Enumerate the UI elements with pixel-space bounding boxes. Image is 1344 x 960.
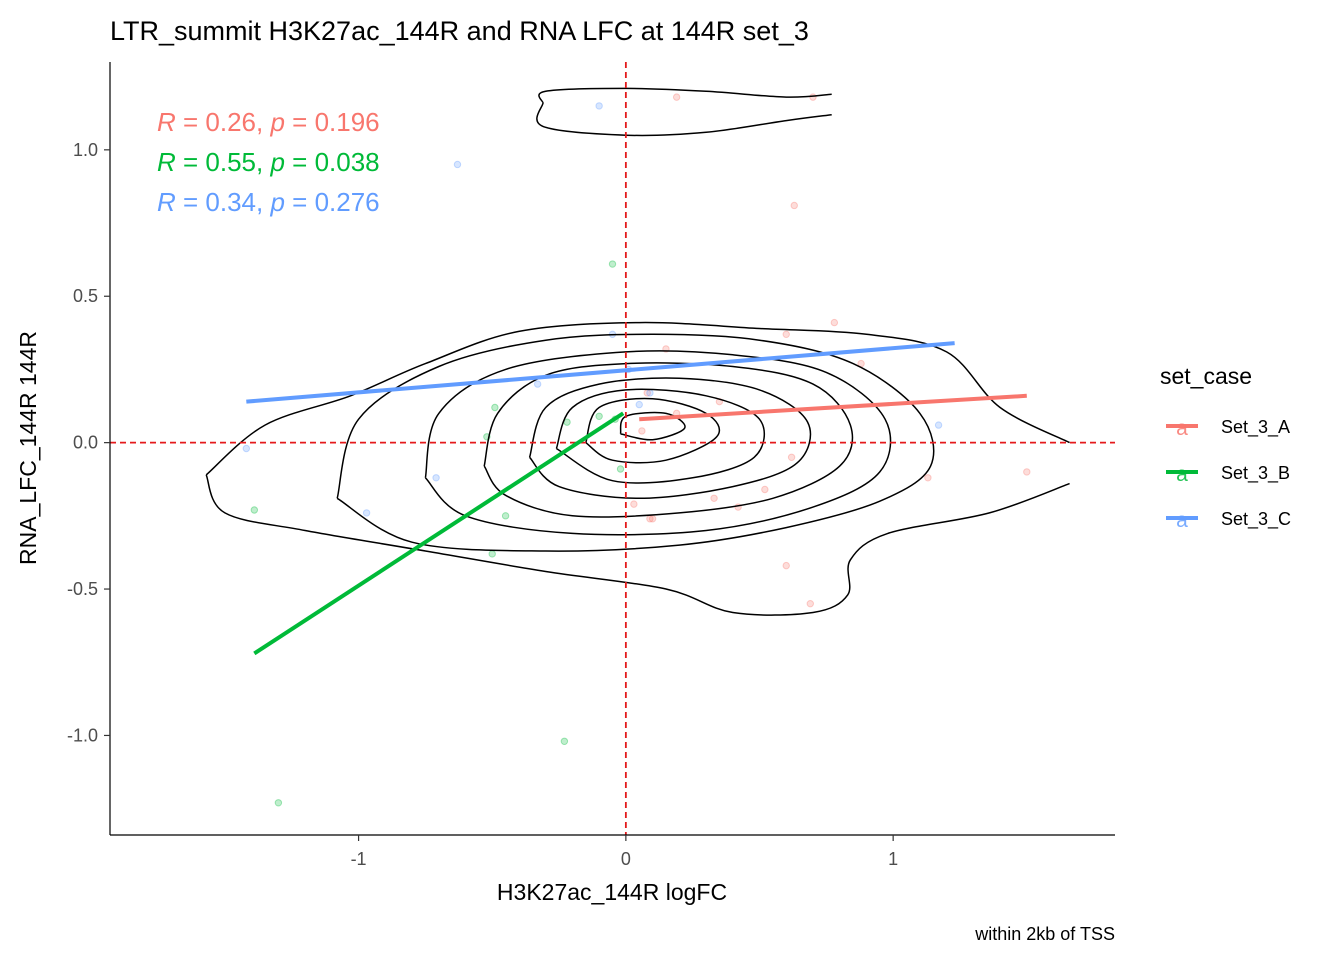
point-set-3-a-13 xyxy=(1023,468,1031,476)
point-set-3-a-4 xyxy=(782,330,790,339)
legend-label: Set_3_B xyxy=(1221,463,1290,484)
legend: set_case a Set_3_Aa Set_3_Ba Set_3_C xyxy=(1160,363,1291,532)
density-contour-6 xyxy=(483,362,854,518)
point-set-3-a-11 xyxy=(787,453,796,461)
point-set-3-b-7 xyxy=(501,512,510,520)
x-tick-label: -1 xyxy=(351,849,367,869)
fit-line-set-3-a xyxy=(639,393,1027,422)
y-tick-label: 0.5 xyxy=(73,286,98,306)
point-set-3-b-0 xyxy=(608,260,617,268)
annotation-r-symbol: R xyxy=(157,187,176,217)
fit-line-set-3-c xyxy=(246,341,955,404)
density-contour-5 xyxy=(424,350,892,536)
density-contour-0 xyxy=(205,321,1070,476)
axis-ticks: -1 0 1 -1.0 -0.5 0.0 0.5 1.0 xyxy=(67,140,898,869)
y-tick-label: -1.0 xyxy=(67,725,98,745)
point-set-3-a-3 xyxy=(830,318,839,327)
y-tick-label: 1.0 xyxy=(73,140,98,160)
x-tick-label: 1 xyxy=(888,849,898,869)
chart-caption: within 2kb of TSS xyxy=(974,924,1115,944)
y-tick-label: 0.0 xyxy=(73,433,98,453)
annotation-p-symbol: p xyxy=(269,147,284,177)
annotation-r-symbol: R xyxy=(157,147,176,177)
correlation-annotation-2: R = 0.34, p = 0.276 xyxy=(157,187,380,217)
point-set-3-c-10 xyxy=(242,444,251,453)
density-contour-8 xyxy=(555,388,766,484)
legend-entry-set-3-b: a Set_3_B xyxy=(1166,463,1290,486)
annotation-r-text: = 0.26, xyxy=(176,107,271,137)
density-contour-2 xyxy=(538,87,832,104)
point-set-3-a-14 xyxy=(761,485,769,494)
legend-entry-set-3-a: a Set_3_A xyxy=(1166,417,1290,440)
annotation-p-text: = 0.038 xyxy=(285,147,380,177)
correlation-annotation-1: R = 0.55, p = 0.038 xyxy=(157,147,380,177)
point-set-3-c-6 xyxy=(635,400,643,409)
annotation-r-symbol: R xyxy=(157,107,176,137)
density-contour-4 xyxy=(336,333,935,552)
point-set-3-c-3 xyxy=(533,380,542,388)
point-set-3-c-0 xyxy=(595,102,603,110)
point-set-3-a-18 xyxy=(648,515,657,523)
point-set-3-a-19 xyxy=(782,561,790,570)
point-set-3-a-1 xyxy=(809,93,817,101)
density-contour-1 xyxy=(205,474,1070,616)
plot-panel xyxy=(110,62,1115,835)
point-set-3-a-15 xyxy=(710,494,718,502)
annotation-p-symbol: p xyxy=(269,187,284,217)
annotation-p-text: = 0.196 xyxy=(285,107,380,137)
legend-key-glyph: a xyxy=(1176,509,1188,532)
point-set-3-b-9 xyxy=(250,506,259,514)
point-set-3-a-2 xyxy=(790,201,798,210)
chart-title: LTR_summit H3K27ac_144R and RNA LFC at 1… xyxy=(110,16,809,46)
density-contour-9 xyxy=(585,397,721,464)
density-contour-10 xyxy=(619,411,686,441)
y-tick-label: -0.5 xyxy=(67,579,98,599)
point-set-3-a-0 xyxy=(672,93,681,101)
fit-line-set-3-b xyxy=(253,411,625,656)
x-axis-title: H3K27ac_144R logFC xyxy=(497,879,727,905)
point-set-3-b-10 xyxy=(560,737,569,746)
legend-key-glyph: a xyxy=(1176,417,1188,440)
point-set-3-c-5 xyxy=(646,389,654,397)
annotation-p-text: = 0.276 xyxy=(285,187,380,217)
legend-title: set_case xyxy=(1160,363,1252,389)
legend-label: Set_3_C xyxy=(1221,509,1291,530)
point-set-3-b-1 xyxy=(491,403,499,412)
correlation-annotation-0: R = 0.26, p = 0.196 xyxy=(157,107,380,137)
point-set-3-b-11 xyxy=(274,799,283,807)
density-contour-3 xyxy=(536,102,832,137)
point-set-3-c-1 xyxy=(453,160,462,169)
point-set-3-a-20 xyxy=(806,599,814,608)
point-set-3-a-10 xyxy=(638,427,646,435)
point-set-3-b-8 xyxy=(488,550,496,558)
point-set-3-a-21 xyxy=(630,500,638,508)
point-set-3-c-8 xyxy=(432,474,440,482)
point-set-3-c-7 xyxy=(934,421,943,429)
density-contour-7 xyxy=(528,377,812,500)
legend-key-glyph: a xyxy=(1176,463,1188,486)
legend-entry-set-3-c: a Set_3_C xyxy=(1166,509,1291,532)
x-tick-label: 0 xyxy=(621,849,631,869)
annotation-p-symbol: p xyxy=(269,107,284,137)
point-set-3-b-6 xyxy=(616,465,625,473)
y-axis-title: RNA_LFC_144R 144R xyxy=(15,331,41,565)
legend-label: Set_3_A xyxy=(1221,417,1290,438)
annotation-r-text: = 0.55, xyxy=(176,147,271,177)
point-set-3-a-12 xyxy=(924,474,932,482)
point-set-3-c-9 xyxy=(362,509,371,517)
annotation-r-text: = 0.34, xyxy=(176,187,271,217)
point-set-3-b-4 xyxy=(595,412,603,420)
